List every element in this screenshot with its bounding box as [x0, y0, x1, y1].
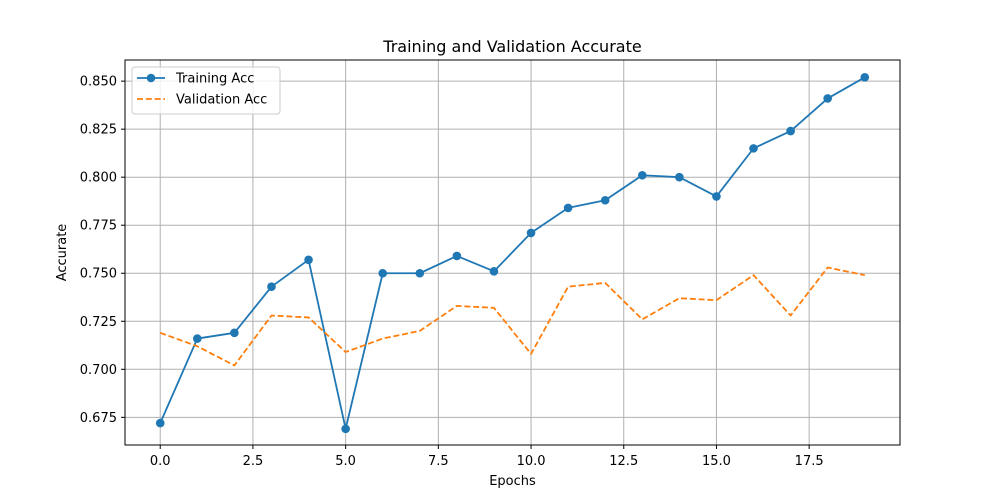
training-point: [378, 268, 388, 278]
training-point: [341, 424, 350, 434]
training-point: [304, 255, 313, 265]
x-tick-label: 7.5: [428, 454, 449, 469]
training-point: [415, 268, 425, 278]
training-point: [563, 203, 573, 213]
y-tick-label: 0.700: [80, 363, 117, 378]
x-tick-label: 0.0: [150, 454, 171, 469]
chart-title: Training and Validation Accurate: [382, 37, 641, 56]
training-point: [786, 126, 795, 136]
training-point: [193, 334, 202, 343]
training-point: [526, 228, 536, 238]
training-point: [823, 94, 832, 103]
x-axis: 0.0 2.5 5.0 7.5 10.0 12.5 15.0 17.5: [150, 445, 824, 469]
training-point: [267, 282, 276, 291]
training-point: [230, 328, 239, 338]
series-line-training: [159, 76, 866, 430]
series-line-validation: [159, 266, 865, 367]
training-point: [452, 251, 462, 261]
grid: [125, 60, 900, 445]
y-tick-label: 0.775: [80, 219, 117, 234]
y-tick-label: 0.825: [80, 123, 117, 138]
x-tick-label: 17.5: [795, 454, 824, 469]
legend-box: [131, 66, 281, 115]
training-point: [637, 170, 647, 180]
training-point: [600, 195, 610, 205]
y-tick-label: 0.750: [80, 267, 117, 282]
legend-marker-training: [146, 73, 156, 83]
y-tick-label: 0.800: [80, 171, 117, 186]
y-tick-label: 0.675: [80, 411, 117, 426]
training-point: [712, 192, 721, 201]
plot-frame: [124, 59, 901, 446]
x-tick-label: 12.5: [609, 454, 638, 469]
y-axis: 0.675 0.700 0.725 0.750 0.775 0.800 0.825 0.850: [80, 75, 125, 426]
x-tick-label: 15.0: [702, 454, 731, 469]
x-tick-label: 10.0: [517, 454, 546, 469]
training-point: [489, 267, 499, 276]
y-tick-label: 0.725: [80, 315, 117, 330]
training-point: [675, 172, 684, 182]
x-tick-label: 5.0: [335, 454, 356, 469]
y-axis-label: Accurate: [55, 224, 70, 282]
y-tick-label: 0.850: [80, 75, 117, 90]
training-point: [155, 418, 165, 428]
series-layer: [155, 72, 870, 434]
legend-label-training: Training Acc: [175, 72, 254, 87]
training-point: [860, 72, 870, 82]
x-tick-label: 2.5: [243, 454, 264, 469]
legend: Training Acc Validation Acc: [131, 66, 281, 115]
training-point: [749, 144, 758, 153]
x-axis-label: Epochs: [489, 474, 536, 489]
legend-label-validation: Validation Acc: [176, 93, 267, 108]
